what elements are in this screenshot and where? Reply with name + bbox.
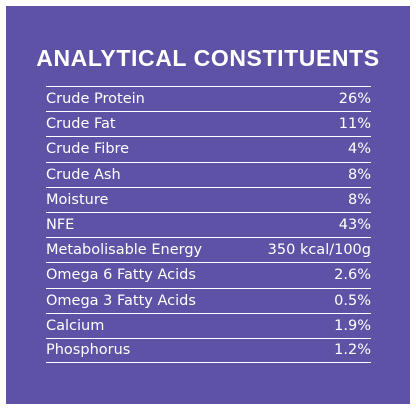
row-value: 43% [338, 217, 371, 234]
row-label: NFE [46, 217, 75, 234]
row-label: Omega 6 Fatty Acids [46, 267, 196, 284]
analytical-constituents-panel: ANALYTICAL CONSTITUENTS Crude Protein 26… [6, 6, 410, 404]
row-value: 0.5% [334, 292, 371, 309]
table-row: Phosphorus 1.2% [46, 337, 371, 364]
row-value: 26% [338, 91, 371, 108]
table-row: Omega 6 Fatty Acids 2.6% [46, 262, 371, 287]
row-value: 1.2% [334, 342, 371, 359]
row-value: 8% [347, 166, 371, 183]
table-row: Metabolisable Energy 350 kcal/100g [46, 237, 371, 262]
row-value: 1.9% [334, 317, 371, 334]
row-value: 350 kcal/100g [267, 242, 371, 259]
constituents-table: Crude Protein 26% Crude Fat 11% Crude Fi… [46, 86, 371, 364]
table-row: Crude Fat 11% [46, 111, 371, 136]
table-row: Crude Fibre 4% [46, 136, 371, 161]
row-label: Moisture [46, 191, 109, 208]
table-row: Crude Ash 8% [46, 161, 371, 187]
row-value: 2.6% [334, 267, 371, 284]
table-row: Calcium 1.9% [46, 312, 371, 338]
row-label: Crude Protein [46, 91, 145, 108]
row-label: Omega 3 Fatty Acids [46, 292, 196, 309]
table-row: NFE 43% [46, 211, 371, 237]
row-label: Crude Fibre [46, 141, 130, 158]
table-row: Moisture 8% [46, 186, 371, 212]
row-label: Phosphorus [46, 342, 131, 359]
table-row: Omega 3 Fatty Acids 0.5% [46, 287, 371, 313]
row-label: Metabolisable Energy [46, 242, 203, 259]
panel-title: ANALYTICAL CONSTITUENTS [36, 45, 380, 71]
row-label: Crude Fat [46, 116, 116, 133]
row-label: Crude Ash [46, 166, 121, 183]
row-value: 11% [338, 116, 371, 133]
row-label: Calcium [46, 317, 105, 334]
row-value: 4% [347, 141, 371, 158]
table-row: Crude Protein 26% [46, 86, 371, 111]
row-value: 8% [347, 191, 371, 208]
